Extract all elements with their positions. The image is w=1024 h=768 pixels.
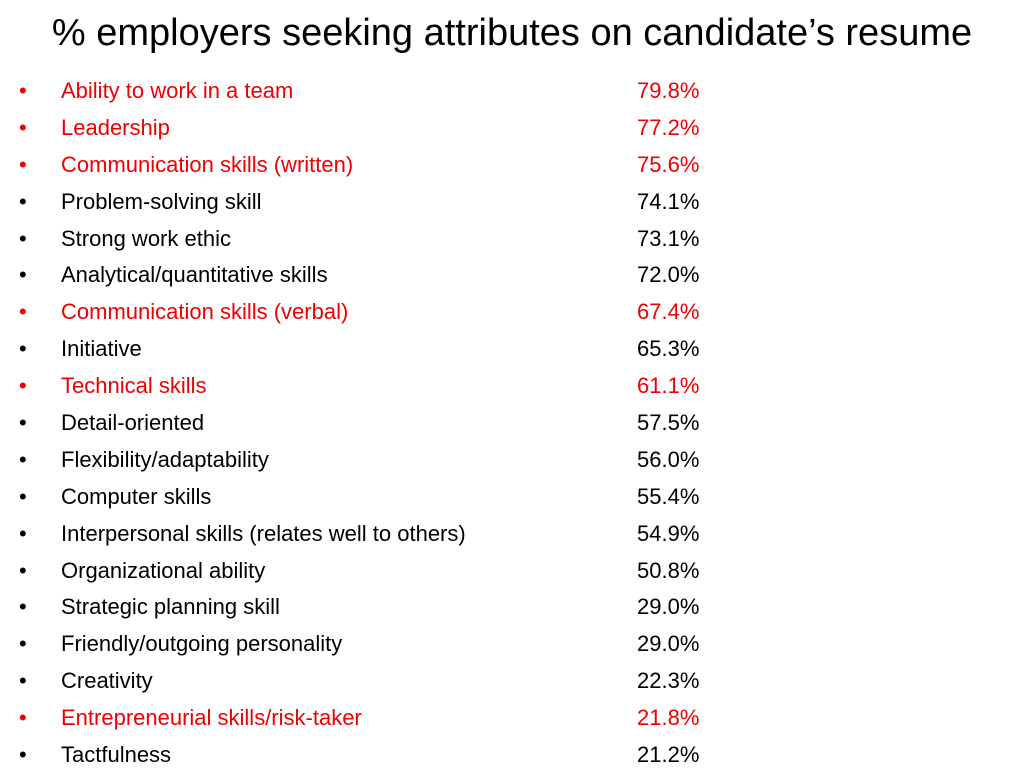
attribute-percentage: 75.6% (637, 151, 700, 177)
list-item: • Leadership 77.2% (0, 110, 1024, 147)
attribute-label: Interpersonal skills (relates well to ot… (61, 520, 466, 546)
attribute-label: Creativity (61, 668, 153, 694)
list-item: • Computer skills 55.4% (0, 479, 1024, 516)
attribute-percentage: 21.2% (637, 742, 700, 768)
bullet-icon: • (19, 336, 27, 362)
attribute-percentage: 54.9% (637, 520, 700, 546)
list-item: • Flexibility/adaptability 56.0% (0, 442, 1024, 479)
attribute-percentage: 57.5% (637, 410, 700, 436)
bullet-icon: • (19, 594, 27, 620)
bullet-icon: • (19, 631, 27, 657)
list-item: • Communication skills (verbal) 67.4% (0, 294, 1024, 331)
list-item: • Friendly/outgoing personality 29.0% (0, 626, 1024, 663)
list-item: • Interpersonal skills (relates well to o… (0, 516, 1024, 553)
attribute-percentage: 55.4% (637, 483, 700, 509)
attribute-percentage: 65.3% (637, 336, 700, 362)
list-item: • Ability to work in a team 79.8% (0, 73, 1024, 110)
attribute-label: Entrepreneurial skills/risk-taker (61, 705, 362, 731)
bullet-icon: • (19, 299, 27, 325)
list-item: • Strategic planning skill 29.0% (0, 589, 1024, 626)
slide-title: % employers seeking attributes on candid… (51, 12, 973, 54)
attribute-label: Strategic planning skill (61, 594, 280, 620)
list-item: • Strong work ethic 73.1% (0, 221, 1024, 258)
bullet-icon: • (19, 188, 27, 214)
bullet-icon: • (19, 151, 27, 177)
attribute-list: • Ability to work in a team 79.8% • Leadersh… (0, 73, 1024, 768)
attribute-percentage: 56.0% (637, 446, 700, 472)
bullet-icon: • (19, 557, 27, 583)
bullet-icon: • (19, 373, 27, 399)
attribute-label: Friendly/outgoing personality (61, 631, 343, 657)
attribute-label: Computer skills (61, 483, 212, 509)
bullet-icon: • (19, 114, 27, 140)
bullet-icon: • (19, 410, 27, 436)
bullet-icon: • (19, 705, 27, 731)
list-item: • Initiative 65.3% (0, 331, 1024, 368)
attribute-percentage: 74.1% (637, 188, 700, 214)
attribute-percentage: 50.8% (637, 557, 700, 583)
attribute-label: Leadership (61, 114, 170, 140)
bullet-icon: • (19, 520, 27, 546)
list-item: • Problem-solving skill 74.1% (0, 184, 1024, 221)
attribute-percentage: 29.0% (637, 594, 700, 620)
attribute-label: Flexibility/adaptability (61, 446, 269, 472)
attribute-percentage: 21.8% (637, 705, 700, 731)
attribute-label: Detail-oriented (61, 410, 205, 436)
list-item: • Analytical/quantitative skills 72.0% (0, 257, 1024, 294)
attribute-label: Communication skills (written) (61, 151, 354, 177)
attribute-percentage: 73.1% (637, 225, 700, 251)
attribute-percentage: 72.0% (637, 262, 700, 288)
list-item: • Creativity 22.3% (0, 663, 1024, 700)
list-item: • Organizational ability 50.8% (0, 553, 1024, 590)
attribute-label: Organizational ability (61, 557, 266, 583)
attribute-label: Communication skills (verbal) (61, 299, 349, 325)
list-item: • Entrepreneurial skills/risk-taker 21.8% (0, 700, 1024, 737)
attribute-percentage: 29.0% (637, 631, 700, 657)
bullet-icon: • (19, 483, 27, 509)
bullet-icon: • (19, 78, 27, 103)
list-item: • Detail-oriented 57.5% (0, 405, 1024, 442)
attribute-percentage: 79.8% (637, 78, 700, 103)
bullet-icon: • (19, 262, 27, 288)
attribute-label: Problem-solving skill (61, 188, 262, 214)
bullet-icon: • (19, 225, 27, 251)
bullet-icon: • (19, 668, 27, 694)
attribute-percentage: 22.3% (637, 668, 700, 694)
attribute-label: Ability to work in a team (61, 78, 294, 103)
attribute-label: Strong work ethic (61, 225, 231, 251)
list-item: • Communication skills (written) 75.6% (0, 147, 1024, 184)
list-item: • Tactfulness 21.2% (0, 737, 1024, 768)
attribute-percentage: 67.4% (637, 299, 700, 325)
attribute-label: Tactfulness (61, 742, 172, 768)
attribute-label: Technical skills (61, 373, 207, 399)
attribute-percentage: 77.2% (637, 114, 700, 140)
attribute-label: Initiative (61, 336, 142, 362)
bullet-icon: • (19, 446, 27, 472)
attribute-percentage: 61.1% (637, 373, 700, 399)
list-item: • Technical skills 61.1% (0, 368, 1024, 405)
attribute-label: Analytical/quantitative skills (61, 262, 328, 288)
bullet-icon: • (19, 742, 27, 768)
